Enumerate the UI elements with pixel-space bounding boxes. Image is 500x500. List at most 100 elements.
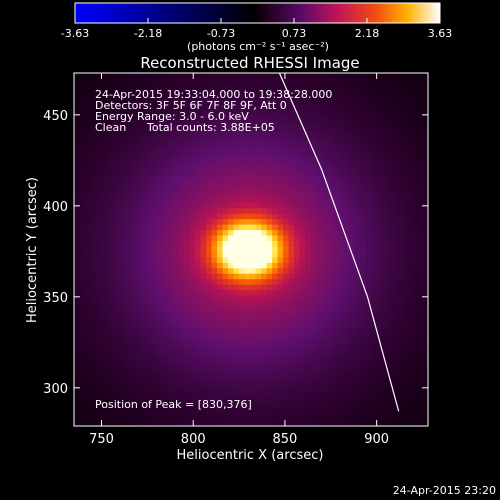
heatmap-cell xyxy=(195,169,202,176)
heatmap-cell xyxy=(365,251,372,258)
heatmap-cell xyxy=(354,142,361,149)
heatmap-cell xyxy=(393,153,400,160)
heatmap-cell xyxy=(222,202,229,209)
heatmap-cell xyxy=(211,294,218,302)
heatmap-cell xyxy=(365,333,372,340)
heatmap-cell xyxy=(393,278,400,285)
heatmap-cell xyxy=(96,153,103,160)
heatmap-cell xyxy=(310,316,317,323)
heatmap-cell xyxy=(277,213,284,220)
heatmap-cell xyxy=(409,224,416,231)
heatmap-cell xyxy=(96,393,103,400)
heatmap-cell xyxy=(283,344,290,351)
heatmap-cell xyxy=(343,404,350,411)
heatmap-cell xyxy=(189,240,196,247)
heatmap-cell xyxy=(244,136,251,143)
heatmap-cell xyxy=(195,174,202,181)
heatmap-cell xyxy=(343,262,350,269)
heatmap-cell xyxy=(316,256,323,263)
heatmap-cell xyxy=(376,196,383,203)
heatmap-cell xyxy=(255,234,262,242)
heatmap-cell xyxy=(420,98,427,105)
heatmap-cell xyxy=(195,224,202,231)
heatmap-cell xyxy=(398,262,405,269)
heatmap-cell xyxy=(195,125,202,132)
heatmap-cell xyxy=(321,93,328,100)
heatmap-cell xyxy=(244,114,251,121)
heatmap-cell xyxy=(409,202,416,209)
heatmap-cell xyxy=(299,158,306,165)
heatmap-cell xyxy=(184,224,191,231)
heatmap-cell xyxy=(118,273,125,280)
heatmap-cell xyxy=(107,136,114,143)
heatmap-cell xyxy=(415,398,422,405)
heatmap-cell xyxy=(261,322,268,329)
heatmap-cell xyxy=(250,174,257,181)
heatmap-cell xyxy=(266,202,273,209)
heatmap-cell xyxy=(310,256,317,263)
heatmap-cell xyxy=(145,147,152,154)
heatmap-cell xyxy=(398,82,405,89)
heatmap-cell xyxy=(310,267,317,274)
heatmap-cell xyxy=(398,278,405,285)
heatmap-cell xyxy=(343,305,350,312)
heatmap-cell xyxy=(332,251,339,258)
heatmap-cell xyxy=(244,202,251,209)
heatmap-cell xyxy=(134,98,141,105)
heatmap-cell xyxy=(123,191,130,198)
heatmap-cell xyxy=(206,289,213,296)
heatmap-cell xyxy=(338,294,345,302)
heatmap-cell xyxy=(173,294,180,302)
heatmap-cell xyxy=(145,393,152,400)
heatmap-cell xyxy=(211,349,218,356)
heatmap-cell xyxy=(354,213,361,220)
heatmap-cell xyxy=(409,371,416,378)
heatmap-cell xyxy=(343,109,350,116)
heatmap-cell xyxy=(299,284,306,291)
heatmap-cell xyxy=(151,120,158,127)
heatmap-cell xyxy=(288,174,295,181)
heatmap-cell xyxy=(316,322,323,329)
heatmap-cell xyxy=(140,305,147,312)
heatmap-cell xyxy=(206,360,213,367)
heatmap-cell xyxy=(228,327,235,334)
heatmap-cell xyxy=(239,245,246,252)
heatmap-cell xyxy=(310,365,317,373)
heatmap-cell xyxy=(195,322,202,329)
solar-limb-line xyxy=(278,73,400,412)
heatmap-cell xyxy=(90,305,97,312)
heatmap-cell xyxy=(272,311,279,318)
heatmap-cell xyxy=(151,213,158,220)
heatmap-cell xyxy=(354,300,361,307)
heatmap-cell xyxy=(200,284,207,291)
heatmap-cell xyxy=(167,240,174,247)
heatmap-cell xyxy=(206,327,213,334)
heatmap-cell xyxy=(90,256,97,263)
heatmap-cell xyxy=(189,387,196,394)
heatmap-cell xyxy=(217,322,224,329)
heatmap-cell xyxy=(217,327,224,334)
heatmap-cell xyxy=(74,305,81,312)
heatmap-cell xyxy=(420,180,427,187)
heatmap-cell xyxy=(74,234,81,242)
heatmap-cell xyxy=(162,415,169,422)
heatmap-cell xyxy=(244,344,251,351)
heatmap-cell xyxy=(420,251,427,258)
heatmap-cell xyxy=(288,240,295,247)
heatmap-cell xyxy=(244,131,251,138)
heatmap-cell xyxy=(151,262,158,269)
heatmap-cell xyxy=(310,196,317,203)
heatmap-cell xyxy=(409,213,416,220)
heatmap-cell xyxy=(288,202,295,209)
heatmap-cell xyxy=(211,278,218,285)
heatmap-cell xyxy=(266,278,273,285)
heatmap-cell xyxy=(360,202,367,209)
heatmap-cell xyxy=(167,114,174,121)
heatmap-cell xyxy=(288,120,295,127)
heatmap-cell xyxy=(173,409,180,416)
heatmap-cell xyxy=(123,349,130,356)
heatmap-cell xyxy=(244,109,251,116)
heatmap-cell xyxy=(360,284,367,291)
heatmap-cell xyxy=(156,153,163,160)
heatmap-cell xyxy=(398,240,405,247)
